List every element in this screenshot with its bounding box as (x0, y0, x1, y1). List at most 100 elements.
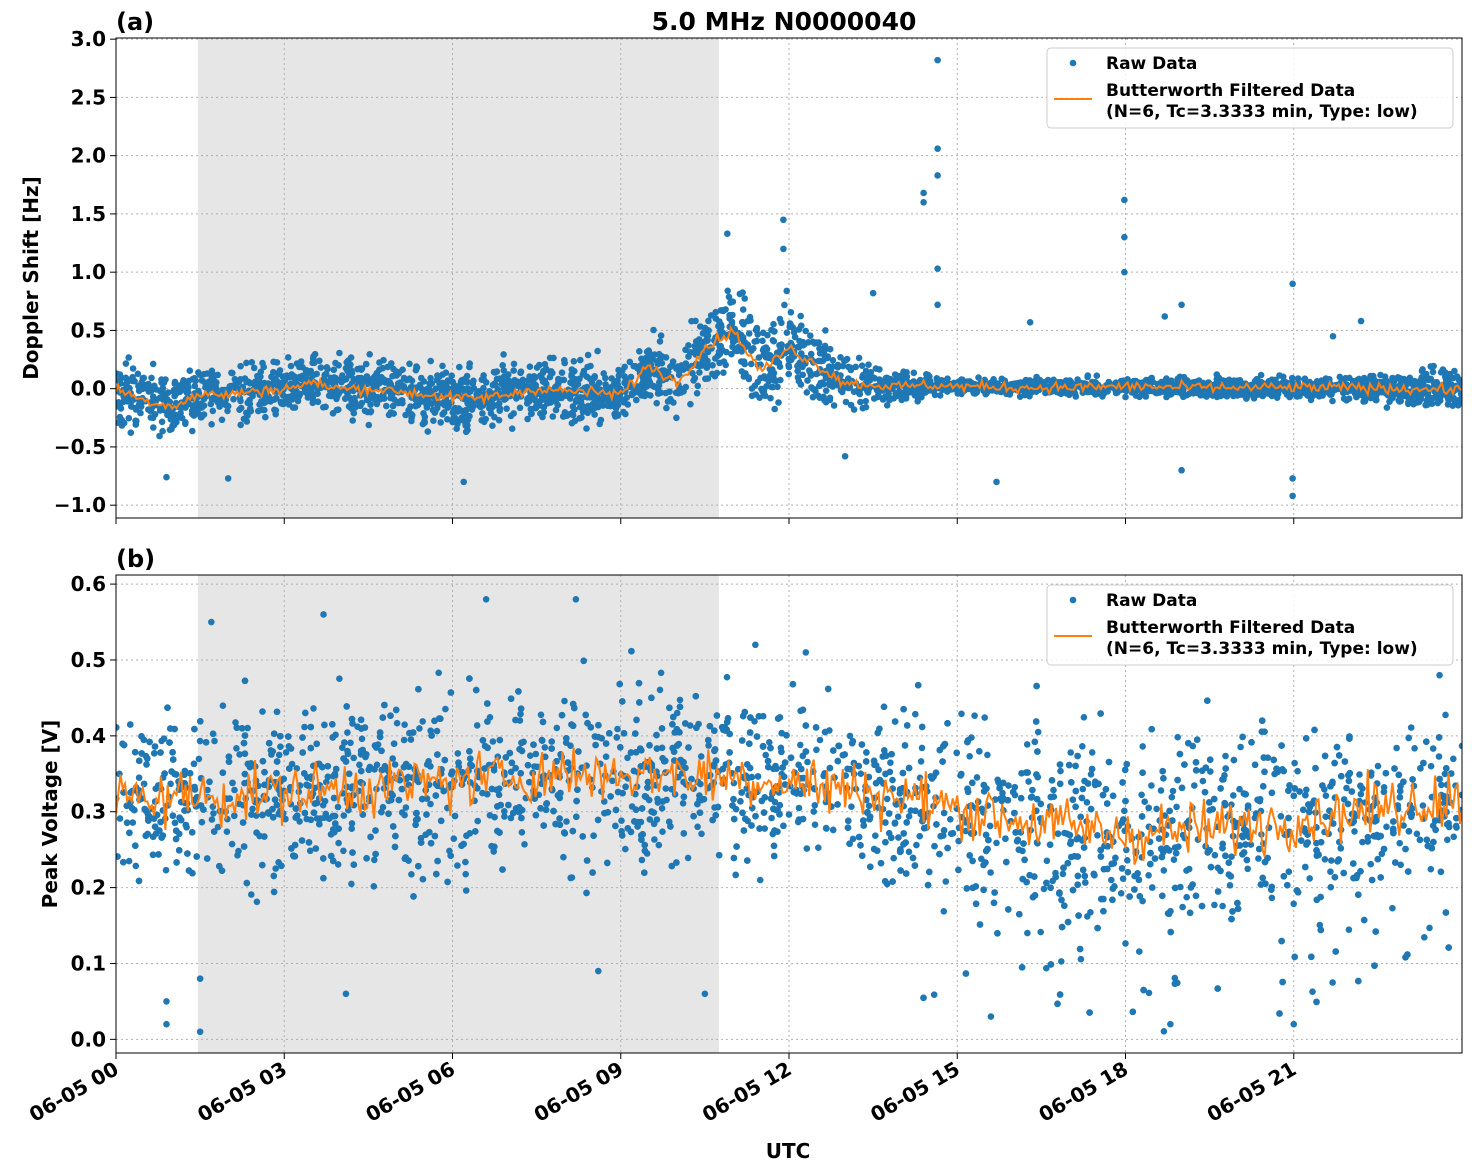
raw-data-point (464, 378, 471, 386)
raw-data-point (291, 404, 299, 411)
raw-data-point (458, 414, 465, 422)
raw-data-point (387, 409, 395, 416)
raw-data-point (517, 368, 525, 376)
raw-data-point (1199, 379, 1207, 387)
raw-data-point (1327, 883, 1335, 891)
raw-data-point (151, 382, 158, 390)
raw-data-point (640, 377, 647, 385)
raw-data-point (177, 409, 184, 417)
raw-data-point (709, 362, 716, 369)
raw-data-point (1185, 390, 1193, 398)
raw-data-point (277, 743, 284, 750)
raw-data-point (1058, 958, 1065, 965)
raw-data-point (958, 376, 965, 383)
raw-data-point (462, 870, 470, 878)
raw-data-point (214, 371, 221, 379)
raw-data-point (773, 765, 780, 772)
raw-data-point (797, 312, 804, 320)
raw-data-point (507, 383, 514, 391)
raw-data-point (1057, 767, 1064, 775)
raw-data-point (367, 394, 375, 402)
raw-data-point (237, 397, 244, 405)
raw-data-point (681, 362, 688, 370)
raw-data-point (308, 389, 316, 397)
raw-data-point (526, 363, 534, 371)
raw-data-point (633, 396, 640, 404)
raw-data-point (1234, 392, 1241, 399)
raw-data-point (246, 379, 253, 386)
raw-data-point (675, 389, 682, 397)
raw-data-point (1353, 393, 1360, 401)
raw-data-point (1163, 393, 1170, 401)
raw-data-point (272, 407, 280, 414)
raw-data-point (1119, 875, 1127, 882)
raw-data-point (912, 710, 919, 718)
raw-data-point (1141, 798, 1148, 805)
raw-data-point (834, 361, 842, 369)
raw-data-point (443, 398, 450, 405)
raw-data-point (1123, 387, 1130, 395)
raw-data-point (1228, 389, 1236, 397)
raw-data-point (218, 416, 226, 424)
raw-data-point (336, 349, 343, 357)
raw-data-point (1040, 885, 1048, 893)
raw-data-point (304, 394, 312, 401)
raw-data-point (1345, 926, 1353, 933)
raw-data-point (684, 854, 692, 862)
raw-data-point (1343, 784, 1350, 792)
raw-data-point (299, 363, 306, 371)
raw-data-point (256, 401, 263, 408)
raw-data-point (416, 725, 423, 732)
raw-data-point (431, 409, 439, 417)
raw-data-point (1093, 372, 1101, 380)
raw-data-point (340, 812, 348, 819)
raw-data-point (181, 380, 188, 388)
raw-data-point (191, 382, 199, 390)
raw-data-point (254, 407, 262, 415)
raw-data-point (408, 417, 415, 425)
raw-data-point (148, 398, 155, 406)
raw-data-point (357, 374, 365, 382)
raw-data-point (1313, 378, 1321, 385)
raw-data-point (804, 758, 811, 766)
raw-data-point (132, 405, 139, 412)
raw-data-point (1079, 743, 1086, 750)
raw-data-point (1161, 313, 1169, 320)
raw-data-point (1289, 475, 1296, 482)
raw-data-point (739, 289, 746, 296)
raw-data-point (1171, 974, 1179, 982)
raw-data-point (596, 420, 603, 428)
raw-data-point (477, 403, 485, 411)
raw-data-point (1345, 395, 1353, 403)
raw-data-point (1241, 390, 1249, 398)
raw-data-point (663, 404, 670, 412)
raw-data-point (544, 400, 551, 407)
raw-data-point (281, 398, 288, 406)
raw-data-point (1122, 393, 1129, 401)
raw-data-point (510, 360, 518, 368)
raw-data-point (763, 383, 770, 390)
raw-data-point (489, 738, 497, 745)
raw-data-point (1059, 870, 1067, 878)
raw-data-point (311, 359, 318, 367)
filtered-data-line (116, 325, 1462, 411)
raw-data-point (249, 392, 256, 400)
raw-data-point (1280, 378, 1287, 386)
raw-data-point (1294, 375, 1302, 382)
raw-data-point (724, 287, 731, 295)
raw-data-point (1083, 799, 1091, 806)
raw-data-point (656, 338, 664, 345)
panel-b: 0.00.10.20.30.40.50.606-05 00 06-05 03 06-… (25, 572, 1463, 1127)
raw-data-point (1291, 759, 1298, 767)
raw-data-point (740, 373, 748, 380)
raw-data-point (830, 402, 838, 409)
raw-data-point (208, 421, 215, 428)
raw-data-point (1168, 377, 1175, 385)
raw-data-point (685, 342, 692, 349)
raw-data-point (1453, 373, 1461, 380)
raw-data-point (1386, 398, 1393, 406)
raw-data-point (1292, 390, 1300, 398)
raw-data-point (508, 425, 516, 433)
raw-data-point (591, 398, 598, 406)
raw-data-point (517, 710, 524, 718)
